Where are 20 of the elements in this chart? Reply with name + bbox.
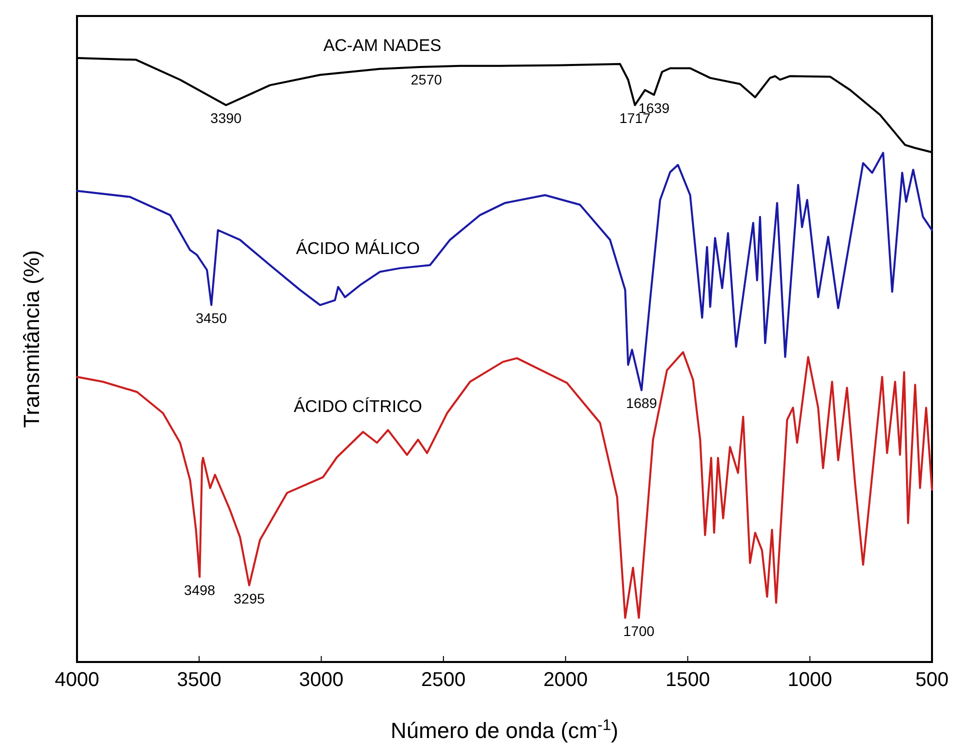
x-tick-label: 2500	[421, 669, 466, 691]
annotation: 3450	[196, 310, 228, 326]
annotation: 1700	[623, 622, 655, 639]
x-tick-label: 4000	[54, 669, 100, 691]
series-label: ÁCIDO MÁLICO	[296, 238, 420, 258]
annotation: 3390	[210, 110, 242, 126]
annotation: 1689	[626, 395, 658, 412]
annotation: 3498	[184, 582, 216, 598]
x-tick-label: 500	[915, 669, 949, 691]
x-tick-label: 1000	[788, 669, 832, 691]
x-tick-label: 3500	[176, 669, 222, 691]
x-tick-label: 1500	[665, 669, 710, 691]
series-label: ÁCIDO CÍTRICO	[294, 397, 422, 416]
x-tick-label: 2000	[543, 669, 588, 691]
annotation: 3295	[234, 590, 265, 606]
annotation: 2570	[410, 71, 442, 88]
x-axis-title: Número de onda (cm$^{-1}$)	[390, 716, 618, 743]
x-tick-label: 3000	[299, 669, 344, 691]
series-label: AC-AM NADES	[323, 36, 442, 55]
y-axis-title: Transmitância (%)	[19, 250, 44, 428]
